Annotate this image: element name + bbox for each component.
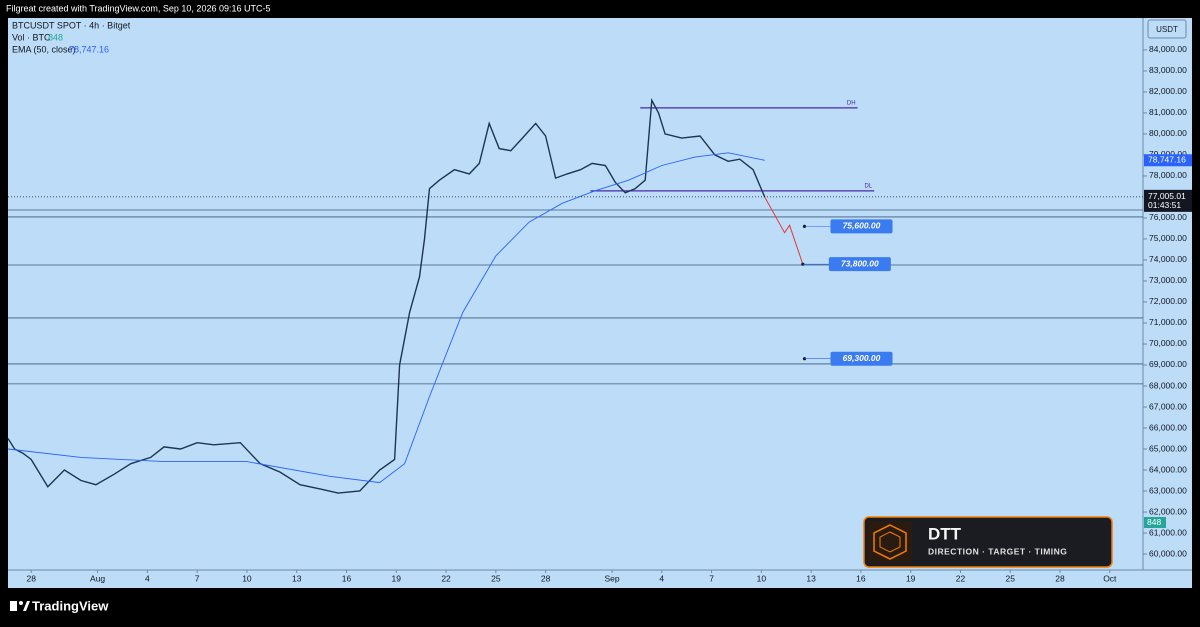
y-tick-label: 79,000.00 [1149,149,1187,159]
legend-symbol: BTCUSDT SPOT · 4h · Bitget [12,20,131,30]
x-tick-label: 25 [491,573,501,583]
level-label: DH [847,100,856,106]
badge-icon [873,524,907,560]
x-tick-label: 25 [1006,573,1016,583]
legend-volume: Vol · BTC [12,32,51,42]
y-tick-label: 68,000.00 [1149,380,1187,390]
y-tick-label: 66,000.00 [1149,422,1187,432]
badge-icon [879,531,901,553]
target-label: 73,800.00 [841,258,879,268]
badge-subtitle: DIRECTION · TARGET · TIMING [928,546,1067,556]
y-tick-label: 78,000.00 [1149,170,1187,180]
y-tick-label: 84,000.00 [1149,44,1187,54]
y-tick-label: 65,000.00 [1149,443,1187,453]
target-label: 69,300.00 [843,353,881,363]
x-tick-label: 7 [709,573,714,583]
last-price-badge [1144,189,1192,212]
unit-box [1147,19,1187,39]
x-tick-label: 13 [292,573,302,583]
ema-line [7,152,765,484]
y-tick-label: 72,000.00 [1149,296,1187,306]
target-label: 75,600.00 [843,221,881,231]
y-tick-label: 82,000.00 [1149,86,1187,96]
y-tick-label: 80,000.00 [1149,128,1187,138]
projection-line [764,196,804,265]
target-box [828,257,891,272]
y-tick-label: 70,000.00 [1149,338,1187,348]
badge: DTT DIRECTION · TARGET · TIMING [863,516,1113,568]
volume-badge [1144,517,1166,528]
legend-ema-value: 78,747.16 [69,44,109,54]
last-price-label: 77,005.01 [1148,191,1186,201]
x-tick-label: 16 [342,573,352,583]
x-tick-label: Aug [90,573,105,583]
badge-icon-bg [868,521,912,563]
logo-mark [10,601,17,611]
y-tick-label: 64,000.00 [1149,464,1187,474]
y-tick-label: 62,000.00 [1149,506,1187,516]
ema-badge [1144,154,1192,167]
x-tick-label: 10 [242,573,252,583]
legend-volume-value: 848 [48,32,63,42]
y-tick-label: 74,000.00 [1149,254,1187,264]
y-tick-label: 63,000.00 [1149,485,1187,495]
x-tick-label: 19 [392,573,402,583]
x-tick-label: 22 [956,573,966,583]
badge-box [863,516,1113,568]
x-tick-label: Sep [604,573,619,583]
legend-ema: EMA (50, close) [12,44,76,54]
target-box [830,351,893,366]
target-box [830,219,893,234]
x-tick-label: 28 [26,573,36,583]
x-tick-label: 22 [441,573,451,583]
level-label: DL [865,183,873,189]
x-tick-label: 16 [856,573,866,583]
x-tick-label: 4 [145,573,150,583]
x-tick-label: 10 [757,573,767,583]
header-text: Filgreat created with TradingView.com, S… [6,3,270,13]
x-tick-label: 28 [541,573,551,583]
x-tick-label: 13 [806,573,816,583]
unit-label: USDT [1156,25,1178,34]
y-tick-label: 61,000.00 [1149,527,1187,537]
y-tick-label: 81,000.00 [1149,107,1187,117]
y-tick-label: 60,000.00 [1149,548,1187,558]
y-tick-label: 75,000.00 [1149,233,1187,243]
logo-mark [19,601,23,605]
badge-title: DTT [928,524,962,543]
x-tick-label: 7 [195,573,200,583]
y-tick-label: 83,000.00 [1149,65,1187,75]
y-tick-label: 73,000.00 [1149,275,1187,285]
logo-mark [23,601,30,611]
x-tick-label: 4 [659,573,664,583]
footer-brand: TradingView [32,598,109,613]
y-tick-label: 76,000.00 [1149,212,1187,222]
volume-badge-label: 848 [1147,517,1161,527]
x-tick-label: 28 [1055,573,1065,583]
y-tick-label: 71,000.00 [1149,317,1187,327]
x-tick-label: 19 [906,573,916,583]
countdown-label: 01:43:51 [1148,200,1181,210]
y-tick-label: 69,000.00 [1149,359,1187,369]
ema-badge-label: 78,747.16 [1148,155,1186,165]
x-tick-label: Oct [1103,573,1117,583]
chart-area [8,18,1192,588]
y-tick-label: 67,000.00 [1149,401,1187,411]
